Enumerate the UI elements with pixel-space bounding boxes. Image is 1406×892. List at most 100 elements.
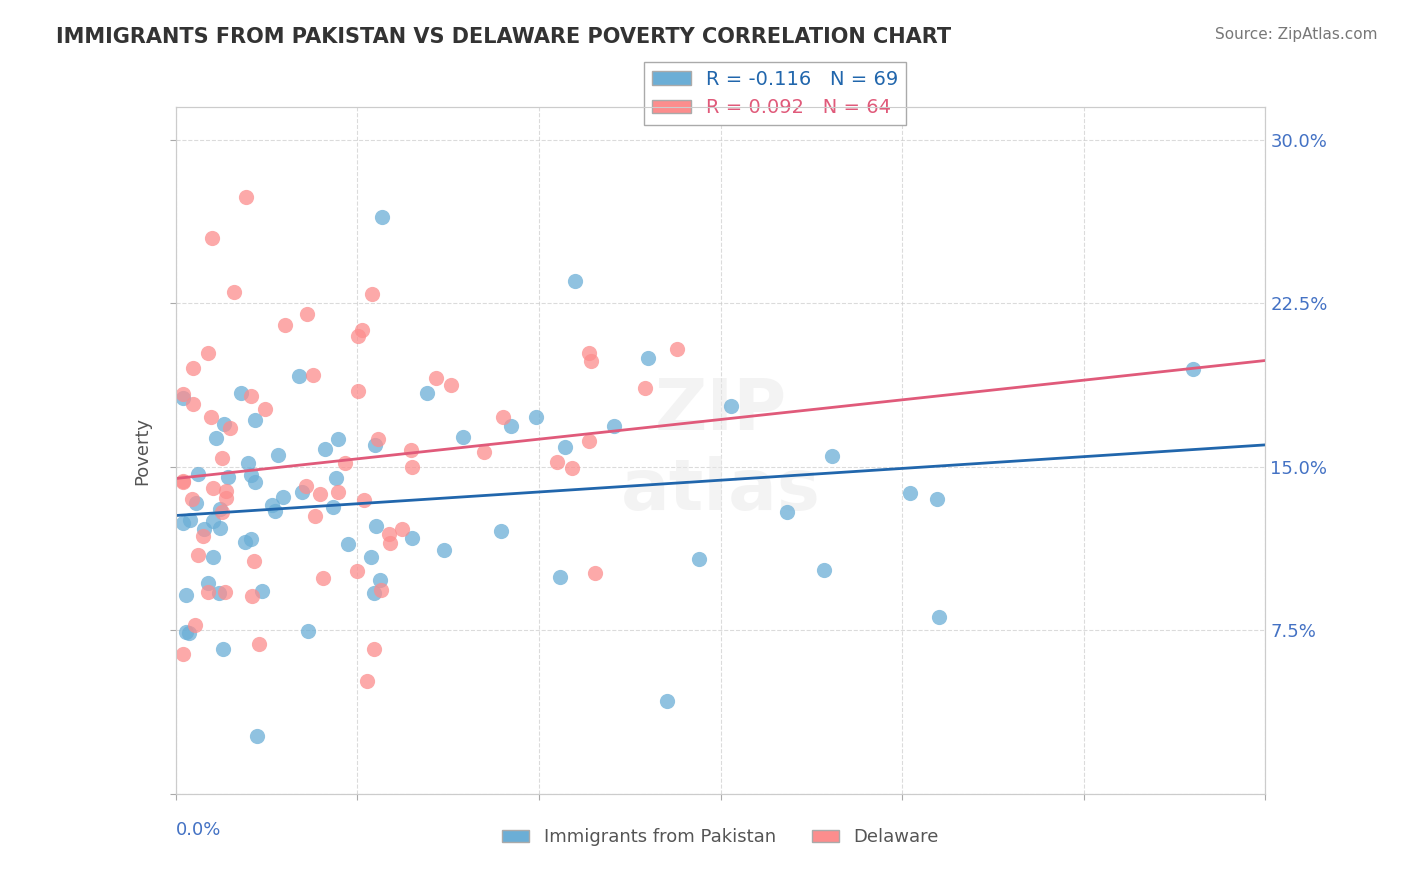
Point (201, 231, 224, 245)
Point (499, 419, 522, 434)
Text: 0.0%: 0.0% (176, 822, 221, 839)
Point (233, 534, 256, 549)
Point (243, 475, 266, 489)
Point (581, 354, 603, 368)
Point (346, 564, 368, 578)
Point (821, 449, 844, 463)
Point (240, 589, 263, 603)
Point (561, 461, 583, 475)
Point (172, 386, 194, 401)
Point (416, 386, 439, 401)
Y-axis label: Poverty: Poverty (134, 417, 152, 484)
Point (655, 694, 678, 708)
Point (309, 487, 332, 501)
Point (187, 467, 209, 482)
Point (172, 475, 194, 490)
Text: ZIP
atlas: ZIP atlas (620, 376, 821, 524)
Point (247, 637, 270, 651)
Point (205, 431, 228, 445)
Point (578, 434, 600, 449)
Point (193, 522, 215, 536)
Point (898, 486, 921, 500)
Point (451, 430, 474, 444)
Point (202, 481, 225, 495)
Point (474, 445, 496, 459)
Point (200, 410, 222, 425)
Point (184, 618, 207, 632)
Point (813, 563, 835, 577)
Point (325, 471, 347, 485)
Point (546, 455, 568, 469)
Point (172, 647, 194, 661)
Point (215, 484, 238, 499)
Point (240, 532, 263, 546)
Point (550, 570, 572, 584)
Point (260, 498, 283, 512)
Point (295, 479, 318, 493)
Point (197, 346, 219, 360)
Point (201, 514, 224, 528)
Point (425, 371, 447, 385)
Point (364, 519, 387, 533)
Point (603, 419, 626, 434)
Point (489, 524, 512, 539)
Point (564, 275, 586, 289)
Point (172, 516, 194, 531)
Text: Source: ZipAtlas.com: Source: ZipAtlas.com (1215, 27, 1378, 42)
Point (295, 307, 318, 321)
Point (236, 456, 259, 470)
Point (666, 342, 689, 356)
Point (172, 474, 194, 488)
Point (925, 491, 948, 506)
Point (239, 467, 262, 482)
Point (235, 190, 257, 204)
Point (174, 588, 197, 602)
Point (172, 391, 194, 405)
Point (363, 642, 385, 657)
Point (353, 493, 375, 508)
Point (297, 624, 319, 638)
Point (191, 529, 214, 543)
Point (367, 432, 389, 446)
Point (399, 442, 422, 457)
Point (720, 399, 742, 413)
Point (177, 625, 200, 640)
Point (181, 360, 204, 375)
Point (304, 509, 326, 524)
Point (378, 527, 401, 541)
Point (634, 380, 657, 394)
Point (184, 496, 207, 510)
Point (291, 484, 314, 499)
Point (371, 210, 394, 224)
Point (288, 369, 311, 384)
Point (219, 421, 242, 435)
Point (211, 505, 233, 519)
Point (242, 554, 264, 568)
Point (554, 440, 576, 454)
Point (352, 323, 374, 337)
Point (688, 551, 710, 566)
Point (314, 442, 336, 457)
Point (180, 491, 202, 506)
Point (1181, 361, 1204, 376)
Point (174, 624, 197, 639)
Legend: Immigrants from Pakistan, Delaware: Immigrants from Pakistan, Delaware (495, 822, 946, 854)
Point (214, 417, 236, 432)
Point (391, 522, 413, 536)
Point (363, 585, 385, 599)
Point (440, 377, 463, 392)
Text: IMMIGRANTS FROM PAKISTAN VS DELAWARE POVERTY CORRELATION CHART: IMMIGRANTS FROM PAKISTAN VS DELAWARE POV… (56, 27, 952, 46)
Point (524, 410, 547, 425)
Point (312, 571, 335, 585)
Point (250, 584, 273, 599)
Point (187, 548, 209, 562)
Point (267, 448, 290, 462)
Point (637, 351, 659, 365)
Point (212, 641, 235, 656)
Point (217, 470, 239, 484)
Point (179, 513, 201, 527)
Point (208, 502, 231, 516)
Point (197, 584, 219, 599)
Point (356, 674, 378, 689)
Point (928, 610, 950, 624)
